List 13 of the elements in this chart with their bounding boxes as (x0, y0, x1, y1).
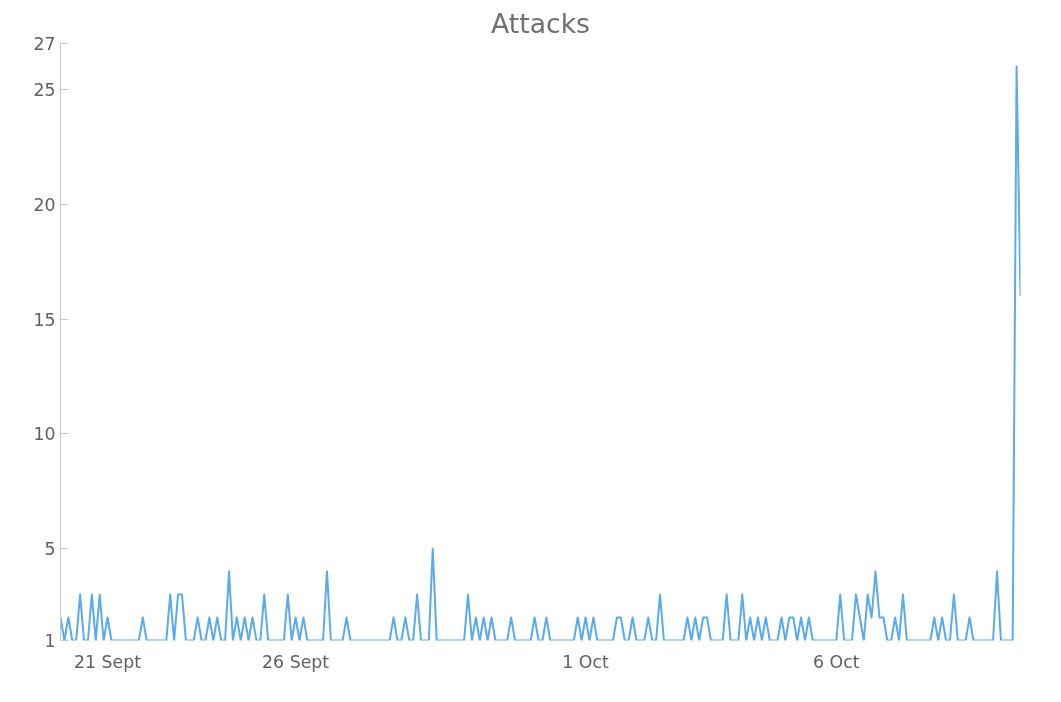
y-tick-label: 5 (44, 539, 56, 560)
x-tick-label: 6 Oct (813, 651, 860, 672)
y-tick-label: 1 (44, 631, 56, 651)
x-tick-label: 1 Oct (562, 651, 610, 672)
y-tick-label: 27 (33, 34, 56, 54)
line-series (60, 65, 1021, 641)
y-tick-label: 10 (33, 424, 56, 445)
y-tick-label: 15 (33, 309, 56, 330)
x-tick-label: 21 Sept (74, 651, 142, 672)
chart-title: Attacks (491, 7, 591, 39)
y-tick-label: 20 (33, 194, 56, 215)
y-tick-label: 25 (33, 79, 56, 100)
x-tick-label: 26 Sept (262, 651, 330, 672)
